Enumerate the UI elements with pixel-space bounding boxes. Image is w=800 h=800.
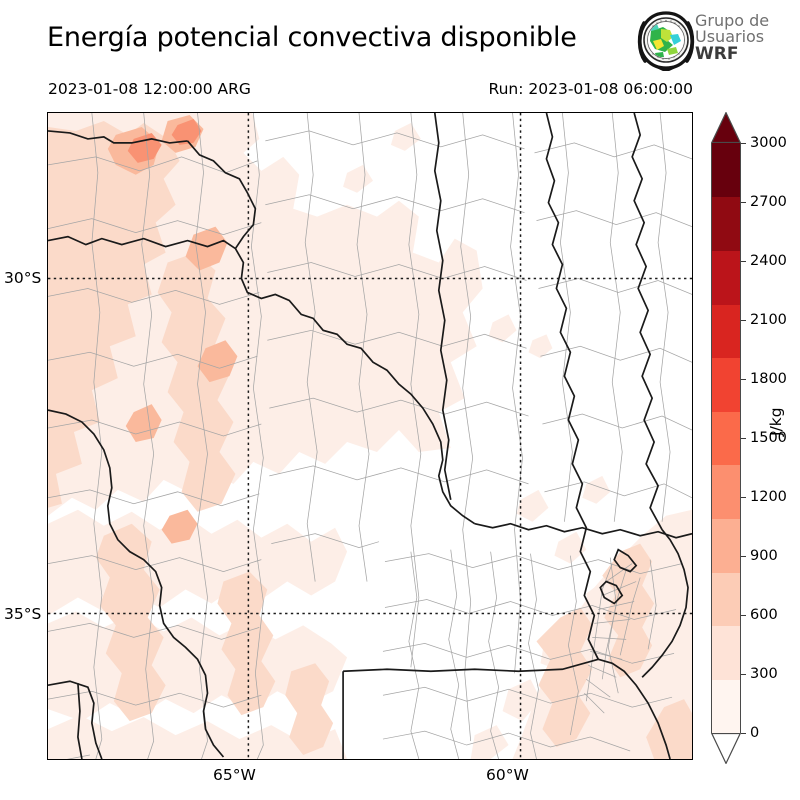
colorbar-band-3 [712, 518, 740, 573]
colorbar-over-arrow [710, 111, 742, 144]
wrf-globe-seal-icon [637, 11, 695, 73]
colorbar-tick-label-2100: 2100 [750, 312, 787, 328]
wrf-user-group-logo: Grupo de Usuarios WRF [637, 11, 797, 73]
graticule-lines [48, 113, 692, 759]
colorbar-tick-mark-300 [741, 674, 746, 675]
colorbar-band-10 [712, 143, 740, 198]
colorbar-tick-mark-2400 [741, 261, 746, 262]
logo-text-block: Grupo de Usuarios WRF [695, 11, 770, 64]
colorbar-under-arrow [710, 732, 742, 765]
colorbar-tick-label-2700: 2700 [750, 194, 787, 210]
cape-shading-band-300-600 [48, 120, 692, 759]
logo-line-usuarios: Usuarios [695, 27, 765, 47]
logo-line-wrf: WRF [695, 43, 739, 64]
colorbar-band-8 [712, 250, 740, 305]
colorbar-tick-label-3000: 3000 [750, 135, 787, 151]
colorbar-tick-mark-900 [741, 556, 746, 557]
colorbar-tick-mark-0 [741, 733, 746, 734]
cape-shading-band-900-1200 [127, 118, 202, 163]
axis-label-lon-65W: 65°W [213, 766, 256, 784]
colorbar-band-4 [712, 464, 740, 520]
valid-time-label: 2023-01-08 12:00:00 ARG [48, 80, 251, 98]
colorbar[interactable]: 0 300 600 900 1200 1500 1800 2100 2400 2700 3000 [710, 111, 787, 765]
colorbar-tick-mark-1800 [741, 379, 746, 380]
colorbar-tick-label-1500: 1500 [750, 430, 787, 446]
cape-shading-band-600-900 [107, 114, 238, 544]
colorbar-band-2 [712, 572, 740, 627]
colorbar-band-6 [712, 357, 740, 412]
colorbar-band-7 [712, 303, 740, 359]
colorbar-tick-label-2400: 2400 [750, 253, 787, 269]
colorbar-gradient [711, 143, 741, 734]
colorbar-tick-mark-3000 [741, 143, 746, 144]
colorbar-tick-label-900: 900 [750, 548, 778, 564]
colorbar-tick-label-1200: 1200 [750, 489, 787, 505]
colorbar-tick-label-1800: 1800 [750, 371, 787, 387]
colorbar-tick-mark-2100 [741, 320, 746, 321]
colorbar-tick-label-600: 600 [750, 607, 778, 623]
colorbar-band-9 [712, 196, 740, 251]
colorbar-tick-label-0: 0 [750, 725, 760, 741]
colorbar-ticks: 0 300 600 900 1200 1500 1800 2100 2400 2700 3000 [711, 112, 800, 760]
logo-line-grupo: Grupo de [695, 11, 770, 30]
colorbar-tick-mark-1200 [741, 497, 746, 498]
colorbar-band-1 [712, 625, 740, 680]
axis-label-lat-30S: 30°S [4, 269, 42, 287]
colorbar-band-5 [712, 411, 740, 466]
axis-label-lon-60W: 60°W [486, 766, 529, 784]
page-title: Energía potencial convectiva disponible [47, 22, 577, 53]
colorbar-tick-mark-2700 [741, 202, 746, 203]
run-time-label: Run: 2023-01-08 06:00:00 [488, 80, 694, 98]
colorbar-unit-label: J/kg [767, 407, 785, 436]
map-plot-area[interactable] [47, 112, 693, 760]
colorbar-band-0 [712, 679, 740, 734]
colorbar-tick-mark-1500 [741, 438, 746, 439]
axis-label-lat-35S: 35°S [4, 605, 42, 623]
colorbar-tick-mark-600 [741, 615, 746, 616]
department-boundaries [48, 113, 692, 759]
colorbar-tick-label-300: 300 [750, 666, 778, 682]
